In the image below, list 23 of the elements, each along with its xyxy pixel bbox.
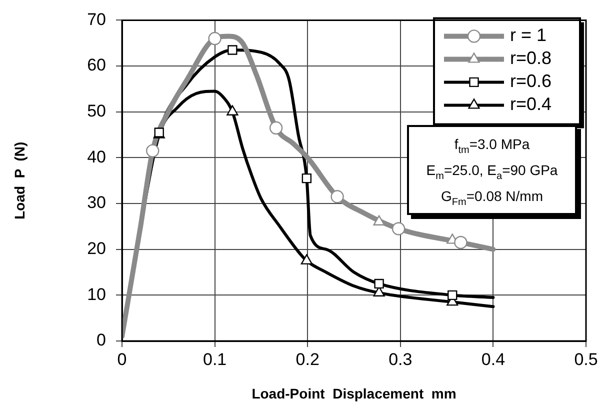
y-tick-label: 0 (96, 330, 106, 350)
annotation: f$_{tm}$=3.0 MPa (453, 135, 531, 157)
legend-label: r=0.4 (510, 94, 552, 114)
x-tick-label: 0.5 (574, 350, 598, 369)
legend-label: r=0.6 (510, 71, 552, 92)
y-tick-label: 10 (87, 284, 106, 304)
x-tick-label: 0.1 (202, 350, 227, 369)
y-tick-label: 40 (87, 147, 106, 166)
x-tick-label: 0.4 (481, 350, 506, 369)
x-axis-title: Load-Point Displacement mm (252, 385, 456, 402)
annotation: G$_{Fm}$=0.08 N/mm (440, 187, 544, 209)
y-tick-label: 70 (87, 10, 106, 29)
x-tick-label: 0.3 (388, 350, 412, 369)
x-tick-label: 0 (117, 350, 127, 369)
y-axis-title: Load P (N) (11, 142, 28, 220)
legend-label: r = 1 (510, 25, 547, 46)
y-tick-label: 30 (87, 193, 106, 212)
y-tick-label: 20 (87, 239, 106, 258)
y-tick-label: 50 (87, 102, 106, 121)
annotation: E$_{m}$=25.0, E$_{a}$=90 GPa (425, 161, 559, 183)
legend-label: r=0.8 (510, 48, 552, 68)
y-tick-label: 60 (87, 56, 106, 75)
x-tick-label: 0.2 (296, 350, 320, 369)
